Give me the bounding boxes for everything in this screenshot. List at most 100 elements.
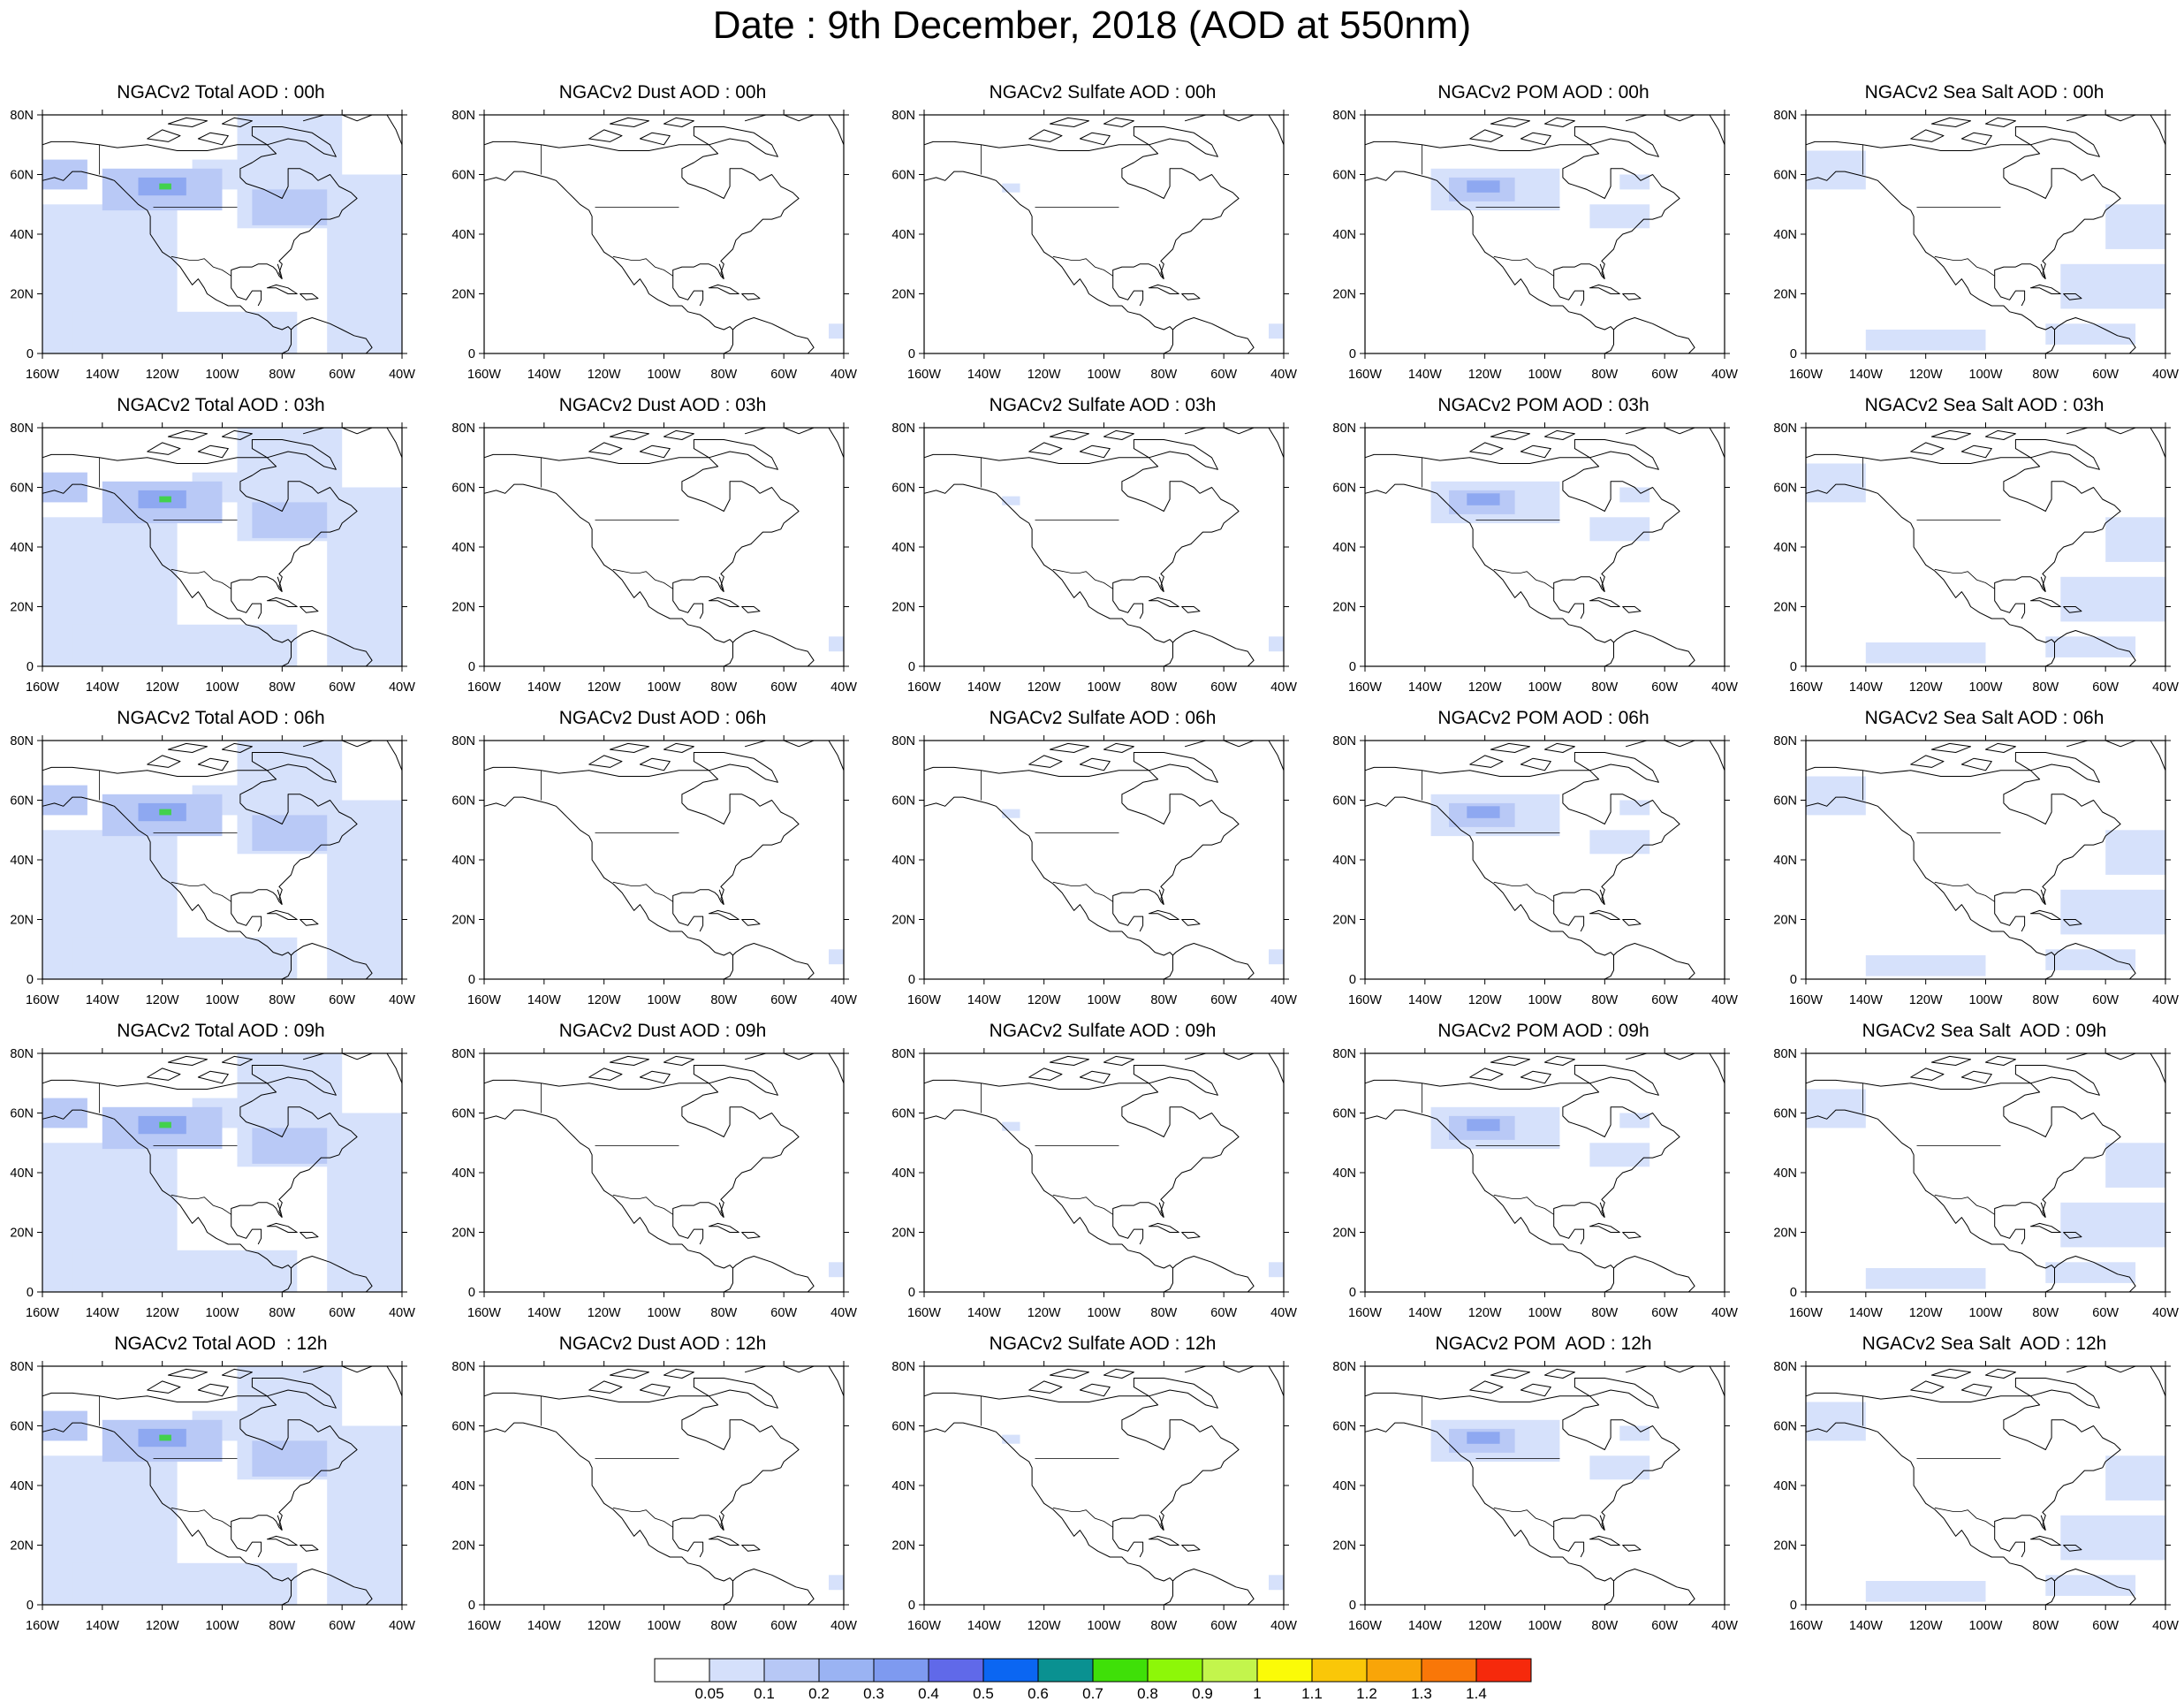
y-tick-label: 60N: [10, 169, 34, 183]
map-panel-pom-4: NGACv2 POM AOD : 12h 160W 140W 120W 100W 80W 6…: [1323, 1333, 1764, 1645]
map-panel-sea-salt-0: NGACv2 Sea Salt AOD : 00h 160W 140W 120W 100…: [1763, 81, 2184, 394]
island-outline: [1960, 1383, 1992, 1397]
island-outline: [2063, 293, 2082, 300]
coastline: [1805, 453, 2121, 592]
x-tick-label: 100W: [1528, 1306, 1562, 1320]
island-outline: [664, 1055, 694, 1066]
country-border: [1493, 568, 1554, 589]
aod-shading: [327, 1113, 402, 1292]
coastline: [2054, 317, 2136, 354]
y-tick-label: 60N: [891, 169, 915, 183]
x-tick-label: 140W: [1849, 993, 1883, 1007]
x-tick-label: 160W: [1348, 1619, 1382, 1633]
y-tick-label: 20N: [10, 914, 34, 928]
panel-title: NGACv2 Sulfate AOD : 09h: [989, 1021, 1217, 1041]
x-tick-label: 140W: [86, 1619, 119, 1633]
map-panel-sulfate-2: NGACv2 Sulfate AOD : 06h 160W 140W 120W 100W…: [882, 707, 1323, 1020]
island-outline: [1544, 117, 1575, 127]
country-border: [1052, 568, 1113, 589]
island-outline: [1490, 1055, 1530, 1066]
y-tick-label: 40N: [891, 854, 915, 868]
coastline: [1994, 889, 2046, 932]
x-tick-label: 60W: [1651, 993, 1678, 1007]
island-outline: [1910, 129, 1945, 142]
x-tick-label: 80W: [1150, 368, 1177, 382]
y-tick-label: 80N: [1332, 1360, 1356, 1374]
country-border: [171, 1194, 231, 1215]
x-tick-label: 140W: [967, 680, 1001, 695]
y-tick-label: 80N: [10, 422, 34, 436]
island-outline: [1520, 132, 1551, 146]
island-outline: [1469, 1380, 1504, 1394]
island-outline: [1622, 1545, 1642, 1552]
x-tick-label: 100W: [648, 368, 681, 382]
y-tick-label: 60N: [1773, 1107, 1797, 1121]
island-outline: [300, 919, 319, 926]
island-outline: [1028, 1068, 1063, 1081]
x-tick-label: 140W: [967, 368, 1001, 382]
aod-shading: [72, 624, 298, 667]
y-tick-label: 80N: [451, 1047, 475, 1061]
aod-shading: [1269, 323, 1284, 339]
island-outline: [2063, 606, 2082, 613]
x-tick-label: 160W: [26, 1619, 59, 1633]
island-outline: [1049, 1055, 1089, 1066]
x-tick-label: 140W: [1408, 368, 1442, 382]
coastline: [732, 943, 815, 980]
coastline: [2054, 630, 2136, 667]
coastline: [923, 141, 1240, 279]
aod-shading: [1619, 1113, 1650, 1128]
island-outline: [708, 596, 739, 607]
map-plot: 160W 140W 120W 100W 80W 60W 40W 0 20N 40N 60N 80N: [1773, 1047, 2179, 1320]
x-tick-label: 40W: [389, 1306, 415, 1320]
coastline: [1805, 1422, 2055, 1606]
x-tick-label: 80W: [269, 680, 295, 695]
aod-shading: [327, 1425, 402, 1605]
y-tick-label: 80N: [451, 1360, 475, 1374]
map-plot: 160W 140W 120W 100W 80W 60W 40W 0 20N 40N 60N 80N: [451, 1360, 857, 1633]
x-tick-label: 160W: [1348, 680, 1382, 695]
y-tick-label: 40N: [1773, 1166, 1797, 1181]
x-tick-label: 160W: [467, 680, 501, 695]
aod-shading: [1002, 496, 1020, 505]
aod-shading: [1467, 1119, 1500, 1131]
colorbar-swatch: [709, 1658, 765, 1683]
coastline: [291, 1569, 373, 1606]
y-tick-label: 20N: [1773, 601, 1797, 615]
x-tick-label: 120W: [146, 1306, 179, 1320]
coastline: [42, 453, 358, 592]
y-tick-label: 40N: [451, 1166, 475, 1181]
y-tick-label: 80N: [891, 109, 915, 123]
coastline: [483, 1392, 800, 1531]
aod-shading: [829, 1262, 844, 1278]
x-tick-label: 40W: [1711, 993, 1738, 1007]
x-tick-label: 140W: [1849, 1306, 1883, 1320]
coastline: [1805, 141, 2121, 279]
x-tick-label: 140W: [967, 993, 1001, 1007]
y-tick-label: 20N: [451, 914, 475, 928]
island-outline: [167, 742, 208, 753]
y-tick-label: 40N: [451, 228, 475, 242]
island-outline: [1589, 1535, 1620, 1546]
aod-shading: [159, 809, 171, 816]
x-tick-label: 120W: [588, 993, 621, 1007]
coastline: [1553, 263, 1605, 307]
aod-shading: [42, 1098, 87, 1128]
island-outline: [222, 117, 253, 127]
x-tick-label: 160W: [467, 1306, 501, 1320]
island-outline: [1622, 1232, 1642, 1239]
map-plot: 160W 140W 120W 100W 80W 60W 40W 0 20N 40N 60N 80N: [451, 422, 857, 695]
y-tick-label: 20N: [1332, 1539, 1356, 1554]
island-outline: [609, 429, 649, 440]
aod-shading: [829, 1575, 844, 1591]
coastline: [1625, 427, 1725, 458]
island-outline: [1589, 1222, 1620, 1233]
y-tick-label: 80N: [451, 109, 475, 123]
y-tick-label: 60N: [10, 482, 34, 496]
y-tick-label: 80N: [1332, 422, 1356, 436]
x-tick-label: 100W: [1969, 680, 2003, 695]
country-border: [171, 1507, 231, 1528]
island-outline: [1079, 444, 1111, 459]
coastline: [732, 1569, 815, 1606]
x-tick-label: 100W: [1969, 993, 2003, 1007]
